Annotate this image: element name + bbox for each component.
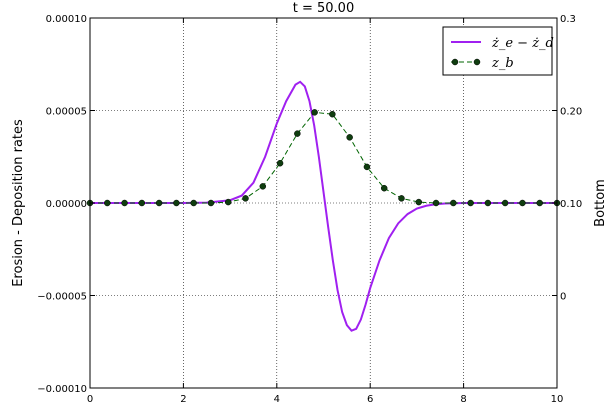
series-point [467, 199, 474, 207]
series-point [346, 134, 353, 141]
x-tick-label: 2 [180, 394, 186, 405]
legend: ż_e − ż_d z_b [442, 26, 554, 76]
series-point [363, 163, 371, 171]
x-tick-label: 10 [551, 394, 564, 405]
x-tick-label: 0 [87, 394, 93, 405]
series-point [121, 199, 128, 207]
series-point [276, 159, 284, 167]
chart-title: t = 50.00 [293, 1, 354, 16]
series-point [380, 184, 388, 192]
series-point [501, 199, 509, 207]
series-point [415, 198, 423, 206]
series-point [104, 199, 111, 207]
series-line-1 [90, 111, 557, 204]
legend-label-rate: ż_e − ż_d [491, 36, 554, 51]
legend-marker-bottom-2 [473, 58, 481, 66]
x-tick-label: 6 [367, 394, 373, 405]
series-point [224, 198, 232, 206]
series-point [398, 195, 405, 202]
y2-tick-label: 0.20 [560, 107, 582, 118]
series-point [484, 199, 492, 207]
y-tick-label: 0.00010 [46, 14, 87, 25]
series-point [519, 199, 526, 207]
series-point [311, 109, 318, 116]
y-tick-label: 0.00005 [46, 107, 87, 118]
y2-tick-label: 0.10 [560, 199, 582, 210]
y2-axis-label: Bottom [593, 179, 606, 227]
series-point [450, 199, 457, 207]
ticks: 0 2 4 6 8 10 −0.00010 −0.00005 0.00000 0.00005 0.0… [37, 14, 582, 405]
legend-marker-bottom-1 [451, 58, 459, 66]
series-point [242, 195, 249, 202]
series-point [138, 199, 146, 207]
series-point [173, 199, 180, 207]
series-point [259, 183, 267, 190]
series-point [207, 199, 215, 207]
series-point [294, 130, 301, 137]
series-point [329, 110, 336, 118]
series-layer [86, 80, 561, 332]
y-tick-label: −0.00010 [37, 384, 87, 395]
y-axis-label: Erosion - Deposition rates [11, 119, 26, 287]
x-tick-label: 8 [460, 394, 466, 405]
y-tick-label: −0.00005 [37, 292, 87, 303]
legend-label-bottom: z_b [491, 56, 514, 71]
legend-box [442, 26, 553, 76]
series-point [155, 199, 163, 207]
series-point [190, 199, 197, 207]
x-tick-label: 4 [274, 394, 280, 405]
y2-tick-label: 0 [560, 292, 566, 303]
series-point [432, 199, 440, 207]
series-line-0 [90, 80, 557, 332]
y-tick-label: 0.00000 [46, 199, 87, 210]
series-point [536, 199, 543, 207]
y2-tick-label: 0.3 [560, 14, 576, 25]
